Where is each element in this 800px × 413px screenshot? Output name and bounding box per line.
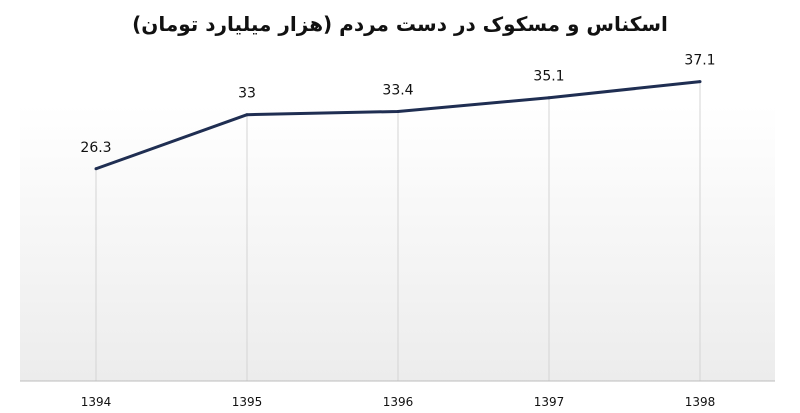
data-point-1397 — [547, 96, 551, 100]
data-label-1395: 33 — [238, 86, 256, 102]
x-tick-labels: 1394 1395 1396 1397 1398 — [81, 395, 716, 409]
x-tick-1396: 1396 — [383, 395, 414, 409]
x-tick-1394: 1394 — [81, 395, 112, 409]
data-point-1395 — [245, 113, 249, 117]
data-point-1394 — [94, 167, 98, 171]
data-point-1396 — [396, 109, 400, 113]
x-tick-1398: 1398 — [685, 395, 716, 409]
data-label-1398: 37.1 — [684, 53, 715, 69]
data-labels: 26.3 33 33.4 35.1 37.1 — [80, 53, 715, 156]
data-label-1397: 35.1 — [533, 69, 564, 85]
x-tick-1397: 1397 — [534, 395, 565, 409]
x-tick-1395: 1395 — [232, 395, 263, 409]
series-layer — [94, 80, 702, 171]
data-label-1394: 26.3 — [80, 140, 111, 156]
chart-title: اسکناس و مسکوک در دست مردم (هزار میلیارد… — [132, 12, 668, 36]
data-point-1398 — [698, 80, 702, 84]
data-label-1396: 33.4 — [382, 82, 413, 98]
grid-lines — [95, 81, 701, 381]
